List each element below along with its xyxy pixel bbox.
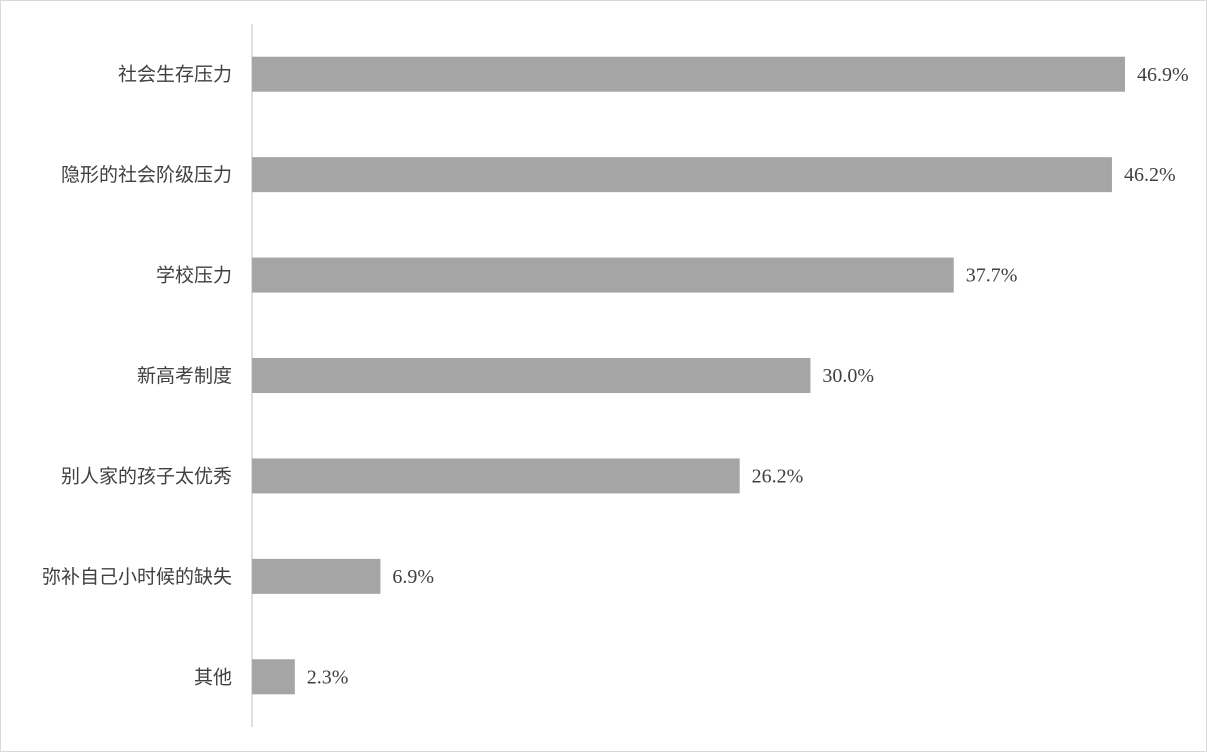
value-label: 2.3% — [307, 666, 349, 688]
bar — [252, 659, 295, 695]
value-label: 37.7% — [966, 265, 1018, 287]
y-tick-label: 学校压力 — [156, 265, 232, 287]
value-label: 30.0% — [822, 365, 874, 387]
value-label: 6.9% — [392, 566, 434, 588]
bar — [252, 157, 1112, 193]
bar — [252, 257, 954, 293]
value-label: 26.2% — [752, 466, 804, 488]
bar — [252, 358, 811, 393]
y-tick-label: 其他 — [194, 666, 232, 688]
y-tick-label: 社会生存压力 — [118, 64, 232, 86]
y-tick-label: 弥补自己小时候的缺失 — [42, 566, 232, 588]
bar — [252, 56, 1125, 92]
y-tick-label: 隐形的社会阶级压力 — [61, 164, 232, 186]
value-label: 46.9% — [1137, 64, 1189, 86]
y-tick-label: 别人家的孩子太优秀 — [61, 465, 232, 487]
y-tick-label: 新高考制度 — [137, 365, 232, 387]
bar — [252, 558, 381, 594]
value-label: 46.2% — [1124, 164, 1176, 186]
bar — [252, 458, 740, 494]
